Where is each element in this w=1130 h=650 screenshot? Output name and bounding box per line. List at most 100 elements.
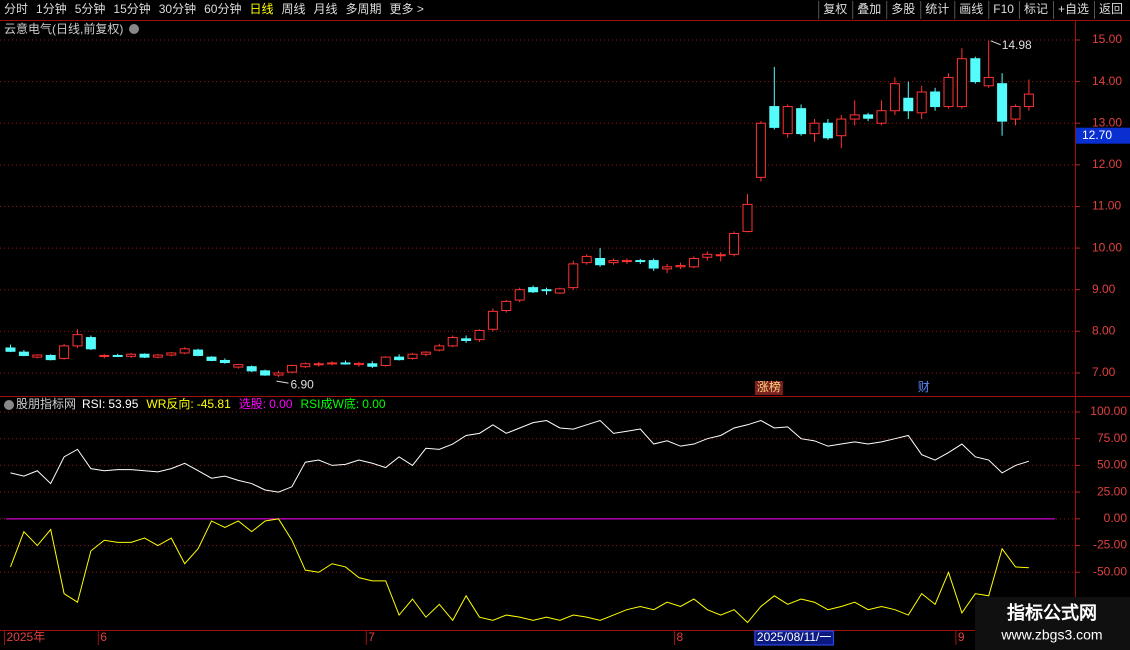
legend-colon: : xyxy=(190,397,193,411)
indicator-icon xyxy=(4,400,14,410)
candle-body xyxy=(166,352,177,356)
toolbar-button[interactable]: 15分钟 xyxy=(113,1,150,16)
candle-body xyxy=(367,363,378,367)
candle-body xyxy=(983,76,994,87)
candle-body xyxy=(300,363,311,368)
candle-body xyxy=(742,203,753,232)
x-tick-label: 2025年 xyxy=(7,630,46,644)
candle-body xyxy=(889,83,900,112)
x-tick-label: 6 xyxy=(100,630,107,644)
toolbar-button[interactable]: F10 xyxy=(993,2,1014,16)
toolbar-button[interactable]: 复权 xyxy=(823,2,847,16)
candle-body xyxy=(1023,93,1034,108)
toolbar-button[interactable]: 叠加 xyxy=(857,2,881,16)
y-tick-label: 0.00 xyxy=(1104,511,1128,525)
candle-body xyxy=(621,260,632,263)
toolbar-button[interactable]: 5分钟 xyxy=(75,1,106,16)
toolbar-button[interactable]: 画线 xyxy=(959,2,983,16)
legend-value: 0.00 xyxy=(362,397,386,411)
candle-body xyxy=(836,118,847,137)
toolbar-button[interactable]: 周线 xyxy=(281,2,305,16)
indicator-line xyxy=(10,518,1029,624)
toolbar-button[interactable]: 月线 xyxy=(314,2,338,16)
candle-body xyxy=(997,83,1008,122)
candle-body xyxy=(809,122,820,135)
candle-body xyxy=(139,353,150,358)
candle-body xyxy=(18,351,29,356)
candle-body xyxy=(943,76,954,108)
legend-name: 选股 xyxy=(239,397,263,411)
candle-body xyxy=(715,254,726,257)
candle-body xyxy=(782,106,793,135)
candle-body xyxy=(286,364,297,373)
toolbar-button[interactable]: 30分钟 xyxy=(159,1,196,16)
chart-title: 云意电气(日线,前复权) xyxy=(4,21,123,36)
low-label: 6.90 xyxy=(291,377,315,391)
candle-body xyxy=(273,372,284,376)
x-tick-label: 2025/08/11/一 xyxy=(757,630,832,644)
y-tick-label: 10.00 xyxy=(1092,240,1122,254)
candle-body xyxy=(260,370,271,376)
watermark-title: 指标公式网 xyxy=(1007,602,1097,623)
y-tick-label: -25.00 xyxy=(1093,538,1127,552)
candle-body xyxy=(112,354,123,357)
event-tag: 涨榜 xyxy=(757,379,781,394)
toolbar-button[interactable]: +自选 xyxy=(1058,2,1089,16)
high-pointer xyxy=(990,40,1001,46)
legend-colon: : xyxy=(263,397,266,411)
candle-body xyxy=(126,353,137,357)
toolbar-button[interactable]: 60分钟 xyxy=(204,1,241,16)
candle-body xyxy=(72,334,83,347)
candle-body xyxy=(85,337,96,350)
watermark-bg xyxy=(975,597,1130,650)
candle-body xyxy=(5,347,16,352)
y-tick-label: 25.00 xyxy=(1097,484,1127,498)
candle-body xyxy=(340,362,351,365)
candle-body xyxy=(528,287,539,293)
y-tick-label: 7.00 xyxy=(1092,365,1116,379)
candle-body xyxy=(193,349,204,356)
candle-body xyxy=(675,265,686,268)
y-tick-label: 12.00 xyxy=(1092,157,1122,171)
indicator-line xyxy=(10,419,1030,493)
toolbar-button[interactable]: 日线 xyxy=(249,2,273,16)
legend-value: 0.00 xyxy=(269,397,293,411)
candle-body xyxy=(822,122,833,139)
y-tick-label: 14.00 xyxy=(1092,74,1122,88)
toolbar-button[interactable]: 标记 xyxy=(1024,2,1048,16)
toolbar-button[interactable]: 更多 > xyxy=(390,2,424,16)
candle-body xyxy=(595,257,606,266)
indicator-title: 股朋指标网 xyxy=(16,396,76,411)
x-tick-label: 7 xyxy=(368,630,375,644)
toolbar-button[interactable]: 1分钟 xyxy=(36,1,67,16)
candle-body xyxy=(233,364,244,368)
legend-name: RSI xyxy=(82,397,102,411)
candle-body xyxy=(407,353,418,359)
toolbar-button[interactable]: 多周期 xyxy=(346,2,382,16)
candle-body xyxy=(206,356,217,361)
toolbar-button[interactable]: 多股 xyxy=(891,2,915,16)
candle-body xyxy=(956,58,967,108)
candle-body xyxy=(179,348,190,354)
toolbar-button[interactable]: 分时 xyxy=(4,2,28,16)
candle-body xyxy=(702,253,713,258)
candle-body xyxy=(394,356,405,361)
legend-value: 53.95 xyxy=(108,397,138,411)
toolbar-button[interactable]: 返回 xyxy=(1099,2,1123,16)
y-tick-label: 100.00 xyxy=(1090,404,1127,418)
current-price-label: 12.70 xyxy=(1082,128,1112,142)
toolbar-button[interactable]: 统计 xyxy=(925,2,949,16)
candle-body xyxy=(755,122,766,178)
candle-body xyxy=(514,289,525,301)
y-tick-label: 50.00 xyxy=(1097,458,1127,472)
crosshair-date-box xyxy=(754,630,834,646)
candle-body xyxy=(903,97,914,112)
y-tick-label: 13.00 xyxy=(1092,115,1122,129)
candle-body xyxy=(246,366,257,372)
candle-body xyxy=(59,345,70,359)
candle-body xyxy=(99,354,110,357)
low-pointer xyxy=(276,380,289,384)
candle-body xyxy=(313,363,324,366)
legend-value: -45.81 xyxy=(197,397,231,411)
